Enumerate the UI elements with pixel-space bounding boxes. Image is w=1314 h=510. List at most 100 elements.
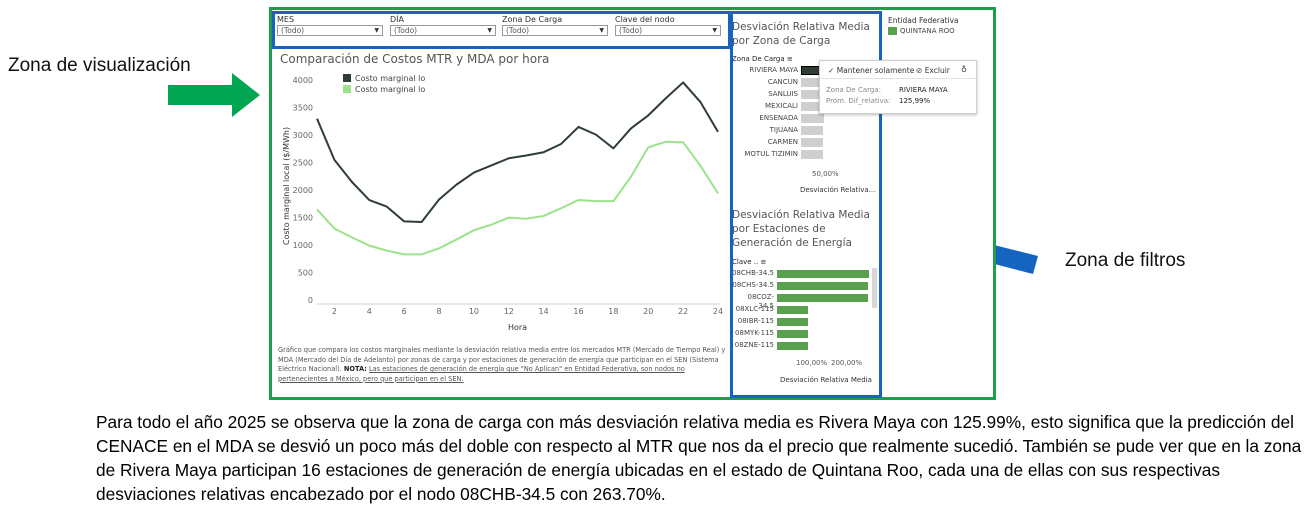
green-arrow-icon	[168, 73, 260, 117]
filter-mes-label: MES	[277, 15, 295, 24]
y-tick-label: 0	[308, 296, 313, 305]
x-tick-label: 16	[573, 307, 583, 316]
filter-zone-label: Zona de filtros	[1065, 250, 1186, 271]
chevron-down-icon: ▼	[599, 27, 604, 34]
zone-bar[interactable]	[801, 150, 823, 159]
legend-label: Costo marginal lo	[355, 74, 425, 83]
station-bar[interactable]	[777, 318, 808, 326]
zone-row[interactable]: TIJUANA	[740, 125, 800, 137]
zone-label: CARMEN	[767, 138, 798, 146]
visualization-zone-label: Zona de visualización	[8, 55, 191, 76]
zone-bar[interactable]	[801, 138, 823, 147]
zone-column-header[interactable]: Zona De Carga ≡	[732, 55, 793, 63]
station-axis-tick: 100,00%	[796, 359, 828, 367]
zone-row[interactable]: ENSENADA	[740, 113, 800, 125]
zone-bar[interactable]	[801, 102, 826, 111]
x-tick-label: 18	[608, 307, 618, 316]
series-line-2	[316, 140, 719, 256]
filter-mes-select[interactable]: (Todo) ▼	[277, 25, 383, 36]
station-bar[interactable]	[777, 306, 808, 314]
pin-icon[interactable]: ♁	[961, 65, 967, 74]
check-icon: ✓	[828, 66, 835, 75]
zone-bar[interactable]	[801, 114, 824, 123]
zone-label: ENSENADA	[759, 114, 798, 122]
y-tick-label: 2000	[293, 186, 313, 195]
zone-label: CANCUN	[767, 78, 798, 86]
x-tick-label: 4	[367, 307, 372, 316]
filter-dia-label: DÍA	[390, 15, 404, 24]
station-bar[interactable]	[777, 342, 808, 350]
station-bar[interactable]	[777, 270, 869, 278]
station-scrollbar[interactable]	[872, 268, 877, 308]
y-tick-label: 3500	[293, 104, 313, 113]
y-tick-label: 500	[298, 269, 313, 278]
filter-clave-del-nodo[interactable]: Clave del nodo (Todo) ▼	[615, 15, 721, 36]
zone-bar[interactable]	[801, 90, 826, 99]
station-label: 08IBR-115	[737, 317, 774, 325]
filter-clave-label: Clave del nodo	[615, 15, 675, 24]
y-tick-label: 1500	[293, 214, 313, 223]
tooltip: ✓ Mantener solamente ⊘ Excluir ♁ Zona De…	[819, 60, 977, 114]
station-label: 08CHS-34.5	[732, 281, 774, 289]
x-tick-label: 10	[469, 307, 479, 316]
zone-label: RIVIERA MAYA	[749, 66, 798, 74]
filter-dia-select[interactable]: (Todo) ▼	[390, 25, 496, 36]
x-axis-title: Hora	[508, 323, 527, 332]
x-tick-label: 22	[678, 307, 688, 316]
chart-note: Gráfico que compara los costos marginale…	[278, 346, 726, 384]
x-tick-label: 12	[504, 307, 514, 316]
zone-row[interactable]: CANCUN	[740, 77, 800, 89]
x-tick-label: 2	[332, 307, 337, 316]
legend-label: Costo marginal lo	[355, 85, 425, 94]
station-column-header[interactable]: Clave .. ≡	[732, 258, 767, 266]
x-tick-label: 6	[402, 307, 407, 316]
y-tick-label: 2500	[293, 159, 313, 168]
exclude-icon: ⊘	[916, 66, 923, 75]
filter-highlight-box	[272, 11, 731, 49]
zone-label: SANLUIS	[768, 90, 798, 98]
keep-only-button[interactable]: ✓ Mantener solamente	[828, 66, 915, 75]
tooltip-field2-value: 125,99%	[899, 97, 931, 105]
y-tick-label: 1000	[293, 241, 313, 250]
note-link[interactable]: Las estaciones de generación de energía …	[278, 365, 685, 383]
series-line-1	[316, 81, 719, 223]
zone-axis-tick: 50,00%	[812, 170, 839, 178]
chevron-down-icon: ▼	[487, 27, 492, 34]
chevron-down-icon: ▼	[374, 27, 379, 34]
zone-bar[interactable]	[801, 78, 827, 87]
station-label: 08ZNE-115	[734, 341, 774, 349]
filter-zona-label: Zona De Carga	[502, 15, 563, 24]
station-axis-tick: 200,00%	[831, 359, 863, 367]
station-axis-title: Desviación Relativa Media	[780, 376, 872, 384]
station-bar[interactable]	[777, 330, 808, 338]
filter-dia[interactable]: DÍA (Todo) ▼	[390, 15, 496, 36]
zone-axis-title: Desviación Relativa...	[800, 186, 876, 194]
filter-zona-select[interactable]: (Todo) ▼	[502, 25, 608, 36]
note-text: Gráfico que compara los costos marginale…	[278, 346, 726, 374]
entity-legend-title: Entidad Federativa	[888, 16, 959, 25]
exclude-button[interactable]: ⊘ Excluir	[916, 66, 950, 75]
filters-highlight-box	[730, 11, 882, 398]
station-label: 08CHB-34.5	[732, 269, 774, 277]
filter-mes[interactable]: MES (Todo) ▼	[277, 15, 383, 36]
sort-icon[interactable]: ≡	[760, 258, 767, 266]
station-label: 08MYK-115	[735, 329, 774, 337]
y-axis-title: Costo marginal local ($/MWh)	[282, 127, 291, 245]
sort-icon[interactable]: ≡	[786, 55, 793, 63]
x-tick-label: 24	[713, 307, 723, 316]
zone-bar[interactable]	[801, 126, 823, 135]
zone-row[interactable]: RIVIERA MAYA	[740, 65, 800, 77]
chevron-down-icon: ▼	[712, 27, 717, 34]
filter-clave-select[interactable]: (Todo) ▼	[615, 25, 721, 36]
station-panel-title: Desviación Relativa Media por Estaciones…	[732, 209, 870, 249]
station-bar[interactable]	[777, 282, 868, 290]
zone-row[interactable]: MOTUL TIZIMIN	[740, 149, 800, 161]
y-tick-label: 4000	[293, 76, 313, 85]
entity-legend-item[interactable]: QUINTANA ROO	[888, 27, 955, 35]
filter-zona-de-carga[interactable]: Zona De Carga (Todo) ▼	[502, 15, 608, 36]
station-bar[interactable]	[777, 294, 868, 302]
zone-row[interactable]: MEXICALI	[740, 101, 800, 113]
zone-row[interactable]: SANLUIS	[740, 89, 800, 101]
zone-row[interactable]: CARMEN	[740, 137, 800, 149]
